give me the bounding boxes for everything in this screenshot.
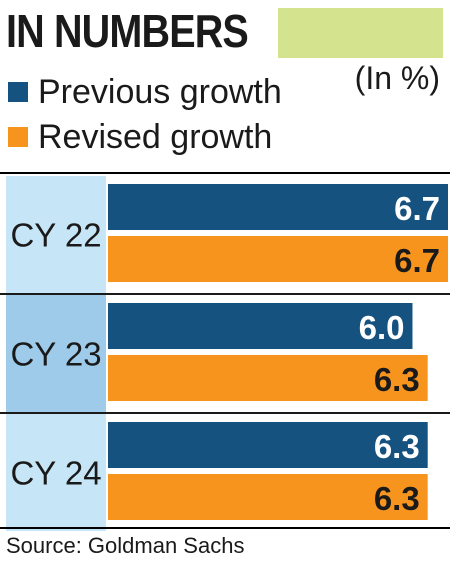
bar-value-label: 6.3 bbox=[374, 361, 420, 398]
category-band bbox=[6, 176, 106, 293]
legend-swatch-previous bbox=[8, 82, 28, 102]
bar-previous bbox=[108, 184, 448, 230]
bar-revised bbox=[108, 355, 428, 401]
bar-revised bbox=[108, 236, 448, 282]
bar-previous bbox=[108, 422, 428, 468]
chart-top-rule bbox=[0, 172, 450, 174]
category-label: CY 24 bbox=[10, 455, 101, 492]
bar-previous bbox=[108, 303, 413, 349]
bar-value-label: 6.7 bbox=[394, 242, 440, 279]
category-band bbox=[6, 295, 106, 412]
row-divider bbox=[0, 412, 450, 414]
legend-label-revised: Revised growth bbox=[38, 117, 273, 156]
category-label: CY 22 bbox=[10, 217, 101, 254]
bar-value-label: 6.7 bbox=[394, 190, 440, 227]
title-highlight-band bbox=[278, 8, 443, 58]
legend-item-previous: Previous growth bbox=[8, 72, 282, 112]
row-divider bbox=[0, 293, 450, 295]
legend-item-revised: Revised growth bbox=[8, 117, 272, 157]
category-label: CY 23 bbox=[10, 336, 101, 373]
source-note: Source: Goldman Sachs bbox=[6, 533, 245, 558]
bar-value-label: 6.0 bbox=[359, 309, 405, 346]
bar-value-label: 6.3 bbox=[374, 428, 420, 465]
category-band bbox=[6, 414, 106, 531]
bar-revised bbox=[108, 474, 428, 520]
chart-bottom-rule bbox=[0, 527, 450, 529]
unit-label: (In %) bbox=[354, 60, 440, 96]
chart-title: IN NUMBERS bbox=[6, 5, 249, 57]
bar-value-label: 6.3 bbox=[374, 480, 420, 517]
legend-label-previous: Previous growth bbox=[38, 72, 282, 111]
legend-swatch-revised bbox=[8, 127, 28, 147]
